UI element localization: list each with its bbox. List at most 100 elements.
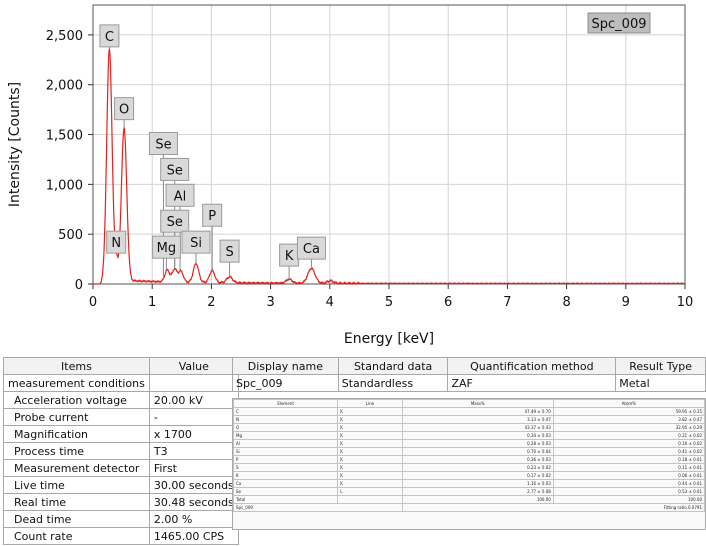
- x-tick-label: 6: [444, 295, 452, 310]
- quant-element: O: [232, 423, 339, 432]
- params-row: Dead time 2.00 %: [3, 510, 239, 528]
- quant-row: Total 100.00 100.00: [232, 495, 706, 504]
- quant-header-atom: Atom%: [552, 399, 706, 408]
- y-tick-label: 1,500: [46, 129, 83, 144]
- spectrum-name-box: [587, 12, 651, 34]
- params-value: T3: [148, 442, 239, 460]
- info-header-quant-method: Quantification method: [447, 357, 617, 375]
- params-item: Live time: [3, 476, 150, 494]
- quant-row: P K 0.36 ± 0.03 0.18 ± 0.01: [232, 455, 706, 464]
- quant-atom: 0.16 ± 0.02: [552, 439, 706, 448]
- info-result-type: Metal: [615, 374, 706, 392]
- quant-atom: 100.00: [552, 495, 706, 504]
- peak-label-box: [165, 183, 195, 207]
- quant-element: Al: [232, 439, 339, 448]
- params-value: 30.00 seconds: [148, 476, 239, 494]
- params-value: 20.00 kV: [148, 391, 239, 409]
- quant-element: Si: [232, 447, 339, 456]
- quant-atom: 0.11 ± 0.01: [552, 463, 706, 472]
- peak-label: Ca: [303, 242, 320, 257]
- peak-label: O: [119, 103, 129, 118]
- quant-element: S: [232, 463, 339, 472]
- params-row: Acceleration voltage 20.00 kV: [3, 391, 239, 409]
- peak-label: C: [105, 30, 114, 45]
- x-tick-label: 3: [266, 295, 274, 310]
- info-header-display-name: Display name: [232, 357, 339, 375]
- quant-line: [337, 495, 403, 504]
- peak-label-box: [219, 239, 240, 263]
- params-row: Count rate 1465.00 CPS: [3, 527, 239, 545]
- quant-footer-fit: Fitting ratio 0.0791: [401, 503, 706, 512]
- params-row: Probe current -: [3, 408, 239, 426]
- quant-line: K: [337, 423, 403, 432]
- quant-mass: 0.28 ± 0.03: [401, 439, 554, 448]
- y-tick-label: 0: [75, 278, 83, 293]
- y-axis-title: Intensity [Counts]: [7, 82, 23, 207]
- params-row: measurement conditions: [3, 374, 239, 392]
- peak-label: Se: [167, 215, 183, 230]
- peak-label-box: [160, 209, 190, 233]
- quant-header-line: Line: [337, 399, 403, 408]
- measurement-params-table: Items Value measurement conditions Accele…: [3, 357, 239, 545]
- quant-line: K: [337, 463, 403, 472]
- quant-element: P: [232, 455, 339, 464]
- peak-label: N: [111, 236, 121, 251]
- quant-line: K: [337, 479, 403, 488]
- info-quant-method: ZAF: [447, 374, 617, 392]
- quant-mass: 100.00: [401, 495, 554, 504]
- peak-label: Al: [174, 189, 187, 204]
- peak-label: Si: [190, 236, 202, 251]
- params-row: Magnification x 1700: [3, 425, 239, 443]
- x-tick-label: 0: [89, 295, 97, 310]
- quant-mass: 1.16 ± 0.03: [401, 479, 554, 488]
- quant-atom: 59.95 ± 0.35: [552, 407, 706, 416]
- quant-atom: 0.44 ± 0.01: [552, 479, 706, 488]
- quant-row: O K 43.37 ± 0.43 32.95 ± 0.29: [232, 423, 706, 432]
- peak-label: Mg: [157, 241, 176, 256]
- params-value: First: [148, 459, 239, 477]
- params-value: 1465.00 CPS: [148, 527, 239, 545]
- quant-footer-row: Spc_009 Fitting ratio 0.0791: [233, 503, 706, 512]
- quant-mass: 47.49 ± 0.70: [401, 407, 554, 416]
- params-item: Acceleration voltage: [3, 391, 150, 409]
- quant-line: K: [337, 455, 403, 464]
- quant-atom: 0.21 ± 0.02: [552, 431, 706, 440]
- params-item: Dead time: [3, 510, 150, 528]
- quant-element: Ca: [232, 479, 339, 488]
- params-item: Measurement detector: [3, 459, 150, 477]
- params-header-row: Items Value: [3, 357, 239, 375]
- quant-row: Ca K 1.16 ± 0.03 0.44 ± 0.01: [232, 479, 706, 488]
- quant-row: K K 0.17 ± 0.02 0.06 ± 0.01: [232, 471, 706, 480]
- params-item: measurement conditions: [3, 374, 150, 392]
- quant-line: K: [337, 431, 403, 440]
- params-header-items: Items: [3, 357, 150, 375]
- x-tick-label: 2: [207, 295, 215, 310]
- peak-label-box: [114, 97, 135, 121]
- params-value: x 1700: [148, 425, 239, 443]
- params-row: Measurement detector First: [3, 459, 239, 477]
- quant-footer-name: Spc_009: [233, 503, 403, 512]
- params-row: Process time T3: [3, 442, 239, 460]
- spectrum-chart: 0 1 2 3 4 5 6 7 8 9 10 0 500 1,000 1,500 2,000 2,500 Ener…: [7, 4, 693, 347]
- quant-element: N: [232, 415, 339, 424]
- quant-mass: 3.13 ± 0.47: [401, 415, 554, 424]
- quant-line: K: [337, 447, 403, 456]
- peak-label-box: [99, 24, 120, 48]
- quant-mass: 0.70 ± 0.04: [401, 447, 554, 456]
- quant-mass: 43.37 ± 0.43: [401, 423, 554, 432]
- quant-atom: 32.95 ± 0.29: [552, 423, 706, 432]
- quant-element: Total: [232, 495, 339, 504]
- quant-mass: 0.34 ± 0.03: [401, 431, 554, 440]
- x-tick-label: 5: [385, 295, 393, 310]
- x-tick-label: 7: [503, 295, 511, 310]
- peak-label-box: [296, 236, 326, 260]
- spectrum-chart-svg: 0 1 2 3 4 5 6 7 8 9 10 0 500 1,000 1,500 2,000 2,500 Ener…: [7, 4, 693, 347]
- peak-label: Se: [167, 163, 183, 178]
- x-tick-label: 4: [326, 295, 334, 310]
- quant-atom: 0.06 ± 0.01: [552, 471, 706, 480]
- x-tick-label: 9: [622, 295, 630, 310]
- peak-label-box: [151, 235, 181, 259]
- quant-row: Si K 0.70 ± 0.04 0.41 ± 0.02: [232, 447, 706, 456]
- quant-row: S K 0.23 ± 0.02 0.11 ± 0.01: [232, 463, 706, 472]
- y-tick-label: 2,000: [46, 79, 83, 94]
